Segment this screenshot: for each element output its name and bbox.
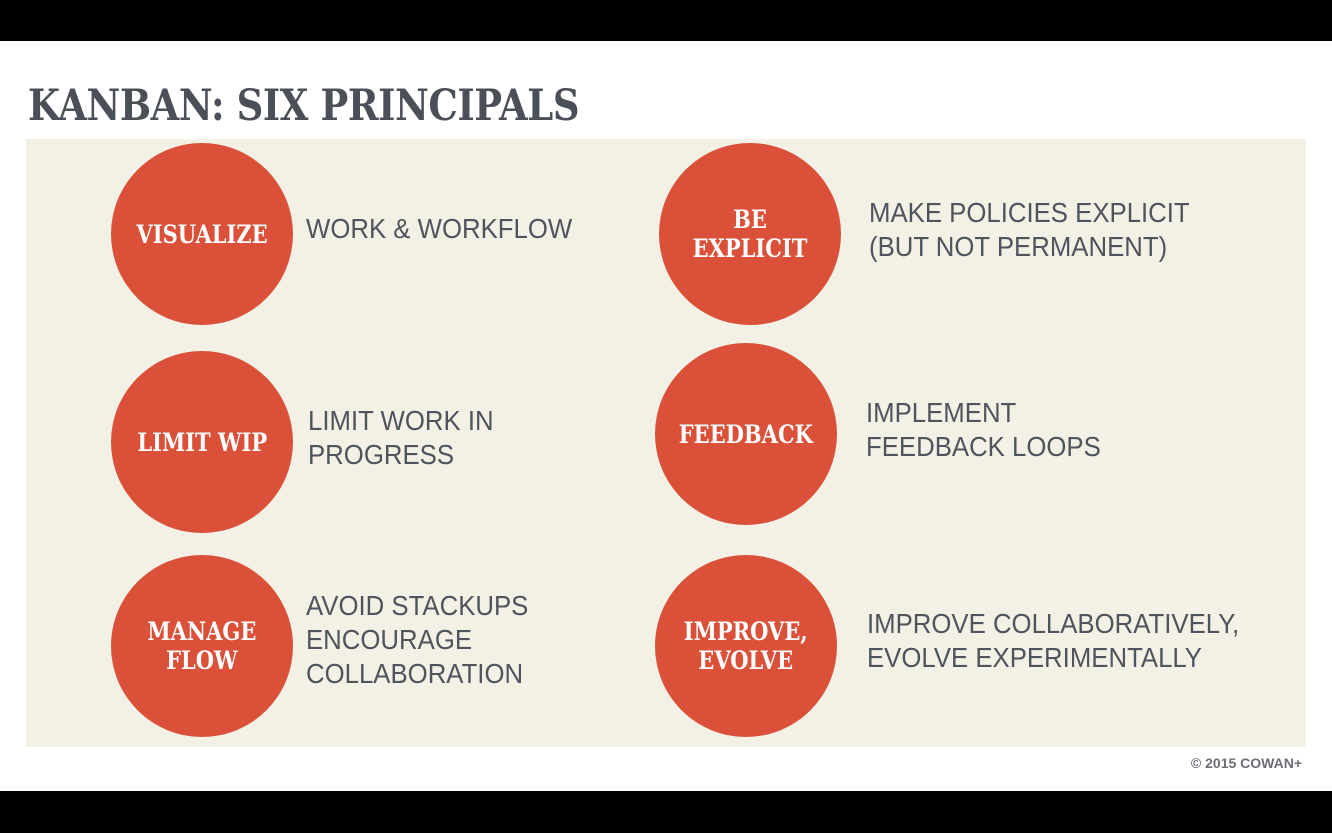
- principle-label: IMPROVE, EVOLVE: [684, 617, 808, 675]
- principle-description: MAKE POLICIES EXPLICIT (BUT NOT PERMANEN…: [869, 197, 1190, 262]
- principle-label: VISUALIZE: [136, 219, 268, 249]
- principle-circle-visualize: VISUALIZE: [111, 143, 293, 325]
- principle-label: MANAGE FLOW: [147, 617, 257, 675]
- principle-description: WORK & WORKFLOW: [306, 213, 573, 244]
- copyright-notice: © 2015 COWAN+: [1190, 755, 1302, 771]
- principle-description: IMPLEMENT FEEDBACK LOOPS: [866, 397, 1101, 462]
- principle-description: LIMIT WORK IN PROGRESS: [308, 405, 494, 470]
- principle-circle-feedback: FEEDBACK: [655, 343, 837, 525]
- principle-circle-be-explicit: BE EXPLICIT: [659, 143, 841, 325]
- principle-label: FEEDBACK: [678, 419, 814, 449]
- principles-panel: VISUALIZE WORK & WORKFLOW LIMIT WIP LIMI…: [26, 139, 1306, 747]
- principle-description: AVOID STACKUPS ENCOURAGE COLLABORATION: [306, 590, 529, 689]
- principle-circle-limit-wip: LIMIT WIP: [111, 351, 293, 533]
- principle-label: LIMIT WIP: [137, 427, 267, 457]
- slide: KANBAN: SIX PRINCIPALS VISUALIZE WORK & …: [0, 41, 1332, 791]
- principle-circle-manage-flow: MANAGE FLOW: [111, 555, 293, 737]
- principle-label: BE EXPLICIT: [692, 205, 808, 263]
- principle-circle-improve-evolve: IMPROVE, EVOLVE: [655, 555, 837, 737]
- principle-description: IMPROVE COLLABORATIVELY, EVOLVE EXPERIME…: [867, 608, 1240, 673]
- slide-title: KANBAN: SIX PRINCIPALS: [28, 81, 580, 131]
